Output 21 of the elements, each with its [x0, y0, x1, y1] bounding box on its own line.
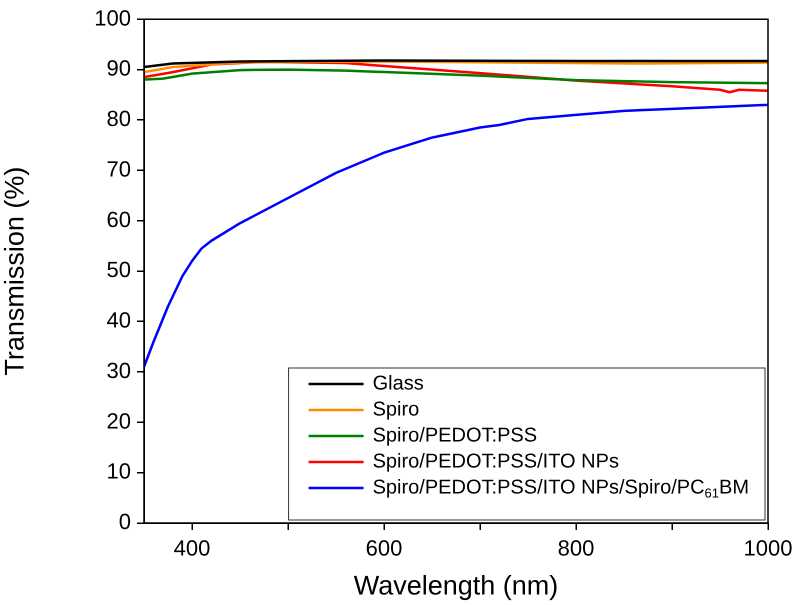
y-tick-label: 70	[106, 156, 131, 182]
y-tick-label: 10	[106, 458, 131, 484]
y-tick-label: 90	[106, 56, 131, 81]
x-tick-label: 800	[558, 535, 594, 560]
legend-label: Spiro/PEDOT:PSS/ITO NPs	[372, 450, 619, 473]
legend-label: Spiro/PEDOT:PSS	[372, 424, 538, 447]
y-axis-title: Transmission (%)	[0, 166, 30, 376]
legend-label: Glass	[372, 372, 424, 395]
y-tick-label: 0	[118, 509, 131, 534]
legend-label: Spiro	[372, 398, 420, 421]
y-tick-label: 40	[106, 308, 131, 333]
x-tick-label: 600	[366, 535, 402, 560]
y-tick-label: 60	[106, 206, 131, 232]
y-tick-label: 80	[106, 106, 131, 132]
y-tick-label: 20	[106, 408, 131, 434]
y-tick-label: 100	[94, 5, 131, 30]
x-tick-label: 400	[174, 535, 210, 560]
x-axis-title: Wavelength (nm)	[354, 570, 558, 600]
y-tick-label: 50	[106, 257, 131, 282]
x-tick-label: 1000	[744, 535, 792, 560]
y-tick-label: 30	[106, 358, 131, 383]
